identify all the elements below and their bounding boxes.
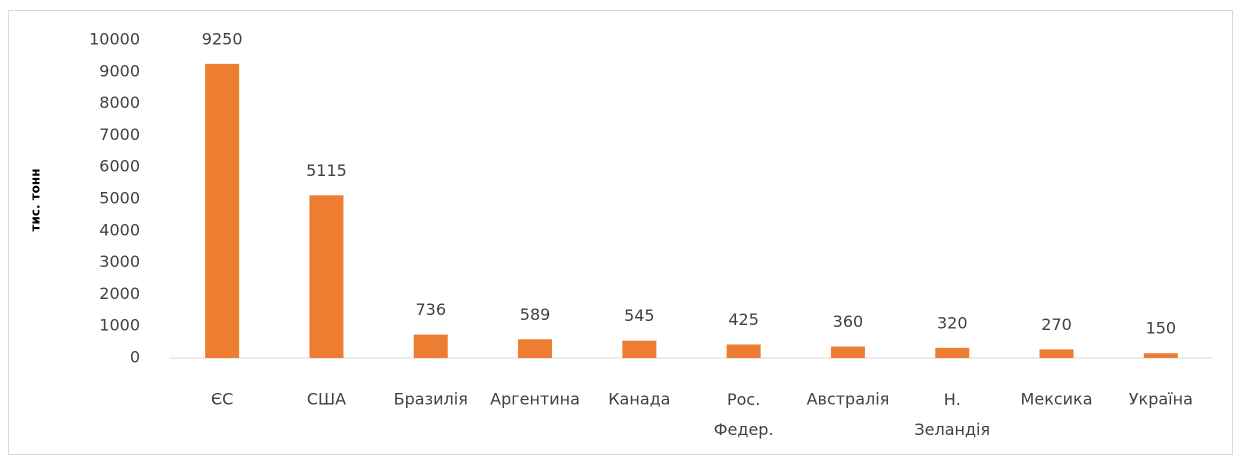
value-label: 736 — [415, 300, 446, 319]
y-tick-label: 1000 — [99, 316, 140, 335]
x-tick-label: Н. Зеландія — [914, 390, 990, 439]
x-tick-label: Україна — [1129, 390, 1193, 409]
value-label: 360 — [833, 312, 864, 331]
value-label: 320 — [937, 313, 968, 332]
y-tick-label: 3000 — [99, 252, 140, 271]
y-tick-label: 8000 — [99, 93, 140, 112]
y-axis-title: тис. тонн — [29, 169, 43, 232]
y-tick-label: 9000 — [99, 61, 140, 80]
bar — [622, 340, 657, 358]
y-tick-label: 0 — [130, 348, 140, 367]
value-label: 270 — [1041, 315, 1072, 334]
y-tick-label: 10000 — [89, 30, 140, 49]
x-tick-label: Рос. Федер. — [714, 390, 774, 439]
chart-border — [8, 10, 1233, 455]
y-tick-label: 2000 — [99, 284, 140, 303]
bar — [935, 347, 970, 358]
x-tick-label: ЄС — [211, 390, 233, 409]
y-tick-label: 4000 — [99, 220, 140, 239]
x-tick-label: США — [307, 390, 346, 409]
x-tick-label: Бразилія — [394, 390, 468, 409]
value-label: 545 — [624, 306, 655, 325]
y-tick-label: 7000 — [99, 125, 140, 144]
x-tick-label: Мексика — [1021, 390, 1093, 409]
value-label: 9250 — [202, 29, 243, 48]
bar — [518, 339, 553, 358]
x-tick-label: Австралія — [807, 390, 890, 409]
value-label: 5115 — [306, 161, 347, 180]
value-label: 589 — [520, 305, 551, 324]
bar — [1039, 349, 1074, 358]
y-tick-label: 6000 — [99, 157, 140, 176]
x-tick-label: Аргентина — [490, 390, 580, 409]
x-tick-label: Канада — [608, 390, 670, 409]
bar — [726, 344, 761, 358]
y-tick-label: 5000 — [99, 189, 140, 208]
bar — [830, 346, 865, 358]
bar — [413, 334, 448, 358]
value-label: 425 — [728, 310, 759, 329]
bar — [205, 63, 240, 358]
value-label: 150 — [1146, 319, 1177, 338]
bar — [1143, 353, 1178, 358]
bar — [309, 195, 344, 358]
